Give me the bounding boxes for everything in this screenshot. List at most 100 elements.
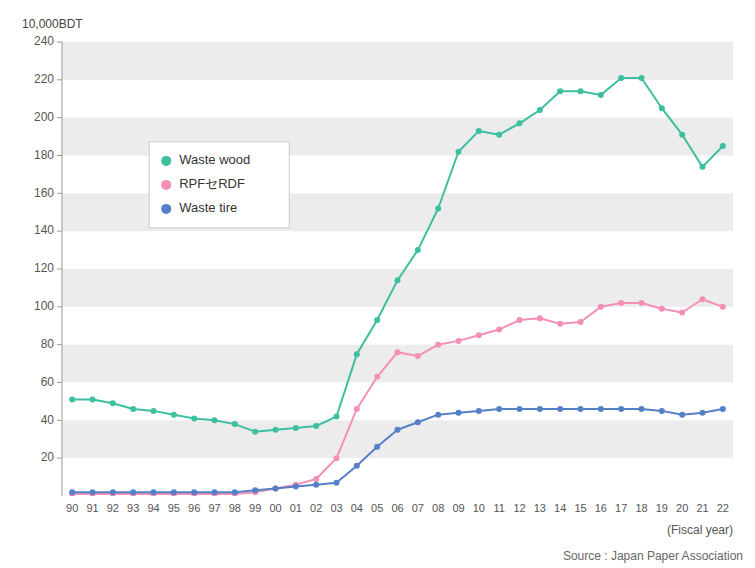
point [456,149,462,155]
x-axis: 9091929394959697989900010203040506070809… [66,502,729,514]
point [212,417,218,423]
y-tick-label: 60 [41,375,55,389]
point [415,353,421,359]
point [415,419,421,425]
x-tick-label: 93 [127,502,139,514]
point [69,489,75,495]
y-tick [57,269,62,270]
point [700,164,706,170]
point [374,317,380,323]
line [72,78,723,432]
y-tick-label: 200 [34,110,54,124]
y-tick [57,231,62,232]
point [252,429,258,435]
point [700,296,706,302]
point [130,489,136,495]
point [618,300,624,306]
x-tick-label: 94 [147,502,159,514]
point [456,410,462,416]
point [517,317,523,323]
x-tick-label: 07 [412,502,424,514]
point [334,480,340,486]
point [435,205,441,211]
point [476,408,482,414]
x-tick-label: 20 [676,502,688,514]
point [720,304,726,310]
point [720,406,726,412]
x-tick-label: 98 [229,502,241,514]
y-axis: 20406080100120140160180200220240 [34,34,62,464]
band [62,345,733,383]
point [171,412,177,418]
y-tick-label: 160 [34,186,54,200]
y-tick [57,458,62,459]
point [639,406,645,412]
y-tick-label: 20 [41,450,55,464]
legend-swatch [161,156,171,166]
x-tick-label: 14 [554,502,566,514]
x-tick-label: 03 [330,502,342,514]
x-tick-label: 10 [473,502,485,514]
x-tick-label: 12 [513,502,525,514]
point [273,485,279,491]
point [537,107,543,113]
point [151,489,157,495]
line [72,299,723,494]
legend-label: Waste wood [179,152,250,167]
point [700,410,706,416]
point [557,406,563,412]
x-tick-label: 19 [656,502,668,514]
y-tick [57,79,62,80]
legend-swatch [161,204,171,214]
point [659,408,665,414]
band [62,42,733,80]
x-tick-label: 00 [269,502,281,514]
point [171,489,177,495]
point [537,406,543,412]
y-tick [57,344,62,345]
x-tick-label: 01 [290,502,302,514]
point [639,75,645,81]
point [578,319,584,325]
x-tick-label: 91 [86,502,98,514]
point [496,327,502,333]
point [354,406,360,412]
x-tick-label: 11 [493,502,504,514]
y-axis-label: 10,000BDT [22,17,83,31]
source: Source : Japan Paper Association [563,549,743,563]
point [313,423,319,429]
band [62,420,733,458]
legend: Waste woodRPFセRDFWaste tire [149,142,289,228]
point [679,412,685,418]
legend-swatch [161,180,171,190]
series [69,296,726,496]
plot-data [69,75,726,496]
y-tick-label: 120 [34,261,54,275]
point [232,421,238,427]
point [130,406,136,412]
point [476,332,482,338]
y-tick [57,382,62,383]
y-tick [57,420,62,421]
band [62,269,733,307]
point [598,406,604,412]
x-tick-label: 95 [168,502,180,514]
point [110,489,116,495]
y-tick-label: 140 [34,223,54,237]
y-tick-label: 240 [34,34,54,48]
point [334,455,340,461]
point [618,75,624,81]
point [598,304,604,310]
point [435,342,441,348]
x-tick-label: 96 [188,502,200,514]
series [69,406,726,495]
x-tick-label: 13 [534,502,546,514]
y-tick-label: 80 [41,337,55,351]
point [435,412,441,418]
point [476,128,482,134]
point [395,277,401,283]
point [313,482,319,488]
point [395,427,401,433]
point [517,120,523,126]
x-tick-label: 08 [432,502,444,514]
